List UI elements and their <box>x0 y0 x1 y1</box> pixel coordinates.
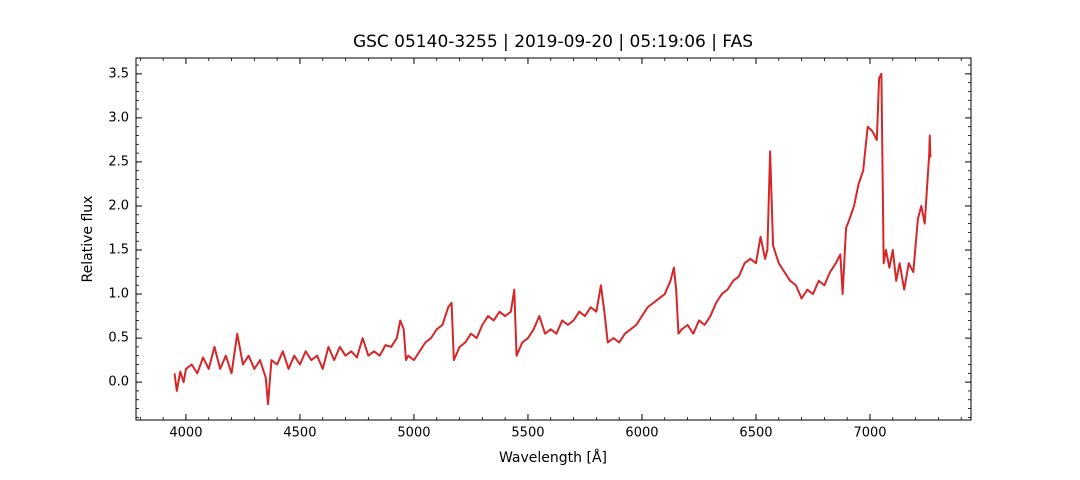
x-tick-label: 4500 <box>283 426 316 441</box>
y-tick-label: 0.5 <box>108 331 129 346</box>
y-tick-label: 0.0 <box>108 375 129 390</box>
y-tick-label: 1.5 <box>108 243 129 258</box>
spectrum-line <box>173 72 932 406</box>
x-tick-label: 5000 <box>397 426 430 441</box>
x-axis-label: Wavelength [Å] <box>499 449 607 466</box>
y-tick-label: 2.0 <box>108 198 129 213</box>
x-tick-label: 7000 <box>853 426 886 441</box>
y-tick-label: 3.5 <box>108 66 129 81</box>
y-tick-label: 2.5 <box>108 154 129 169</box>
chart-title: GSC 05140-3255 | 2019-09-20 | 05:19:06 |… <box>353 32 753 52</box>
plot-frame <box>135 57 972 421</box>
x-tick-label: 5500 <box>511 426 544 441</box>
x-tick-label: 6000 <box>625 426 658 441</box>
x-tick-label: 6500 <box>739 426 772 441</box>
x-tick-label: 4000 <box>169 426 202 441</box>
y-axis-label: Relative flux <box>80 196 96 283</box>
y-tick-label: 1.0 <box>108 287 129 302</box>
y-tick-label: 3.0 <box>108 110 129 125</box>
